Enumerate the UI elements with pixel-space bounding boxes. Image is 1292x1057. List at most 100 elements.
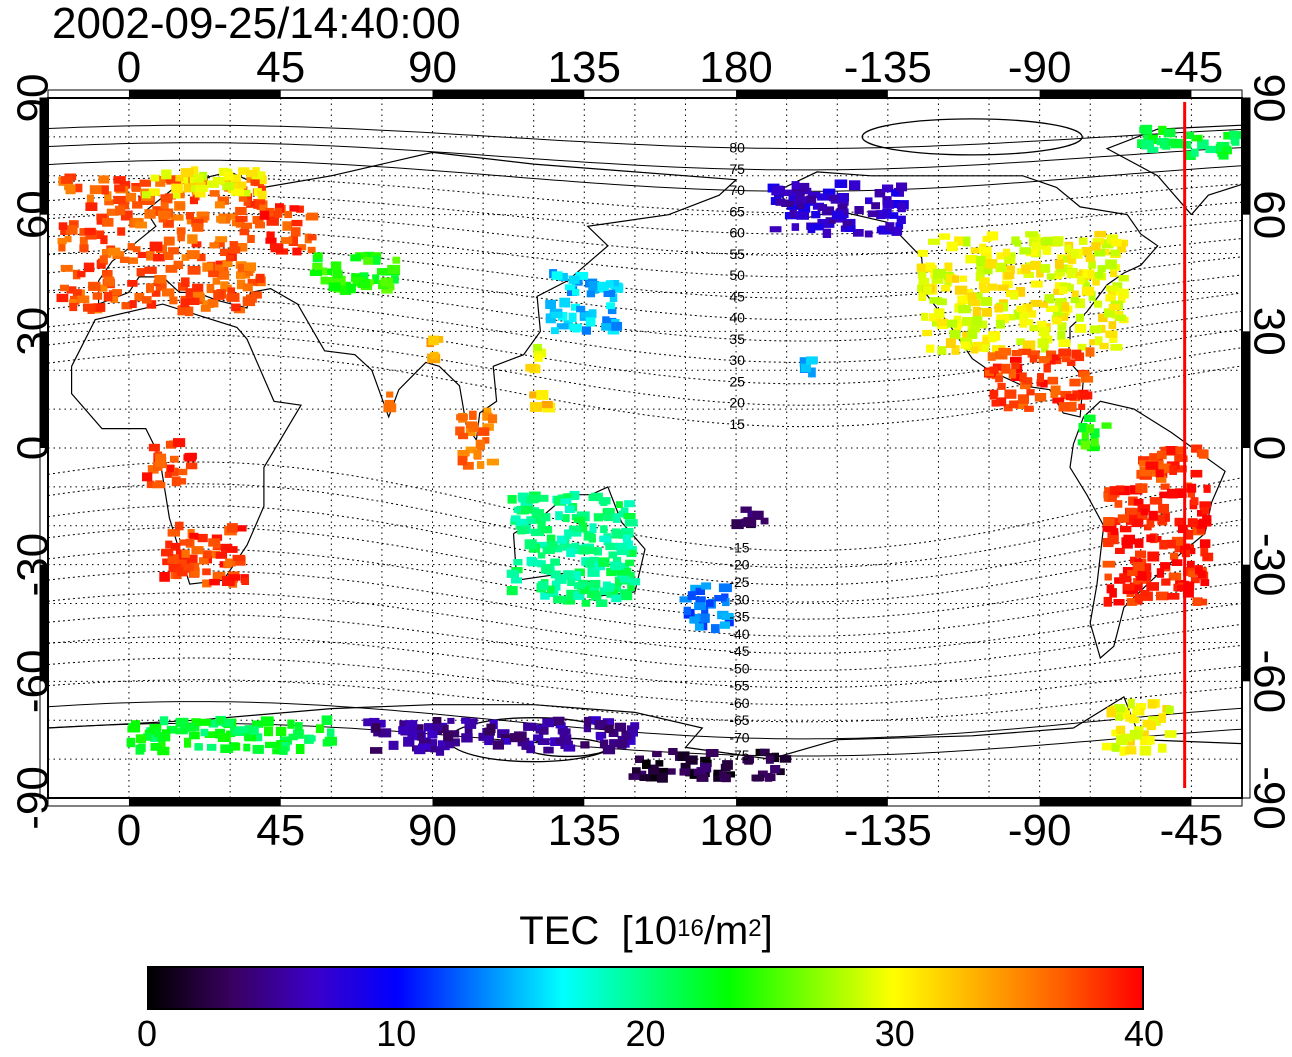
tec-data-point	[155, 460, 165, 467]
tec-data-point	[84, 227, 96, 235]
tec-data-point	[775, 198, 786, 206]
tec-data-point	[1186, 131, 1195, 139]
tec-data-point	[1199, 501, 1211, 509]
tec-data-point	[534, 354, 543, 362]
tec-data-point	[134, 292, 145, 302]
tec-data-point	[623, 513, 636, 520]
tec-data-point	[811, 211, 821, 219]
tec-data-point	[1149, 453, 1159, 463]
tec-data-point	[66, 286, 77, 294]
tec-data-point	[1205, 145, 1218, 154]
tec-data-point	[313, 252, 323, 259]
tec-data-point	[891, 228, 900, 236]
tec-data-point	[457, 456, 468, 466]
tec-data-point	[604, 724, 614, 733]
tec-data-point	[191, 218, 204, 227]
tec-data-point	[60, 227, 71, 236]
tec-data-point	[1089, 339, 1101, 346]
tec-data-point	[817, 219, 830, 228]
tec-data-point	[1117, 243, 1126, 253]
tec-data-point	[1183, 484, 1191, 492]
tec-data-point	[204, 731, 216, 738]
tec-data-point	[175, 174, 184, 182]
tec-data-point	[280, 237, 293, 244]
tec-data-point	[781, 199, 794, 207]
tec-data-point	[104, 191, 112, 201]
tec-data-point	[492, 740, 504, 750]
tec-data-point	[596, 599, 608, 607]
tec-data-point	[221, 719, 235, 727]
tec-data-point	[602, 745, 616, 755]
tec-data-point	[506, 586, 518, 596]
tec-data-point	[945, 338, 956, 348]
tec-data-point	[372, 274, 380, 284]
tec-data-point	[1051, 354, 1060, 361]
tec-data-point	[597, 281, 609, 291]
tec-data-point	[346, 283, 356, 294]
tec-data-point	[516, 505, 529, 515]
tec-data-point	[103, 292, 113, 302]
tec-data-point	[185, 723, 195, 732]
tec-data-point	[96, 216, 106, 225]
tec-data-point	[1069, 378, 1081, 387]
tec-data-point	[1190, 577, 1200, 584]
tec-data-point	[555, 722, 566, 729]
tec-data-point	[264, 726, 273, 737]
tec-data-point	[731, 519, 744, 530]
tec-data-point	[918, 291, 927, 301]
contour-line	[48, 124, 1242, 150]
tec-data-point	[521, 741, 530, 750]
tec-data-point	[183, 183, 197, 193]
tec-data-point	[947, 319, 957, 328]
tec-data-point	[945, 274, 956, 283]
tec-data-point	[1030, 299, 1043, 307]
tec-data-point	[1146, 518, 1155, 528]
tec-data-point	[1108, 491, 1116, 501]
tec-data-point	[1067, 359, 1076, 366]
tec-data-point	[806, 356, 818, 365]
tec-data-point	[155, 177, 166, 187]
tec-data-point	[119, 256, 130, 263]
tec-data-point	[1187, 518, 1198, 528]
tec-data-point	[1147, 146, 1159, 153]
tec-data-point	[417, 731, 425, 741]
tec-data-point	[249, 726, 259, 735]
tec-data-point	[624, 519, 638, 527]
tec-data-point	[1169, 552, 1179, 560]
tec-data-point	[1190, 469, 1203, 478]
tec-data-point	[1118, 275, 1129, 282]
tec-data-point	[1126, 598, 1138, 606]
tec-data-point	[564, 529, 572, 539]
tec-data-point	[1160, 446, 1171, 455]
tec-data-point	[1053, 288, 1064, 295]
tec-data-point	[976, 256, 986, 266]
tec-data-point	[132, 246, 141, 253]
tec-data-point	[1200, 547, 1209, 557]
tec-data-point	[173, 438, 186, 448]
tec-data-point	[113, 176, 126, 184]
tec-data-point	[252, 744, 264, 754]
tec-data-point	[430, 351, 439, 360]
tec-data-point	[1038, 356, 1050, 364]
tec-data-point	[583, 530, 595, 541]
tec-data-point	[235, 217, 245, 228]
tec-data-point	[998, 347, 1012, 356]
tec-data-point	[946, 241, 958, 252]
tec-data-point	[418, 737, 431, 746]
tec-data-point	[1030, 260, 1042, 270]
tec-data-point	[1023, 271, 1035, 278]
y-tick-left: 0	[8, 436, 57, 460]
tec-data-point	[324, 268, 333, 276]
tec-data-point	[242, 283, 253, 292]
tec-data-point	[1017, 394, 1029, 404]
tec-data-point	[166, 725, 178, 734]
tec-data-point	[572, 324, 581, 333]
tec-data-point	[563, 744, 576, 752]
tec-data-point	[1024, 405, 1034, 412]
tec-data-point	[571, 542, 580, 551]
tec-data-point	[151, 290, 161, 297]
tec-data-point	[120, 210, 133, 221]
tec-data-point	[1199, 539, 1211, 548]
tec-data-point	[1162, 512, 1170, 522]
tec-data-point	[779, 755, 792, 763]
